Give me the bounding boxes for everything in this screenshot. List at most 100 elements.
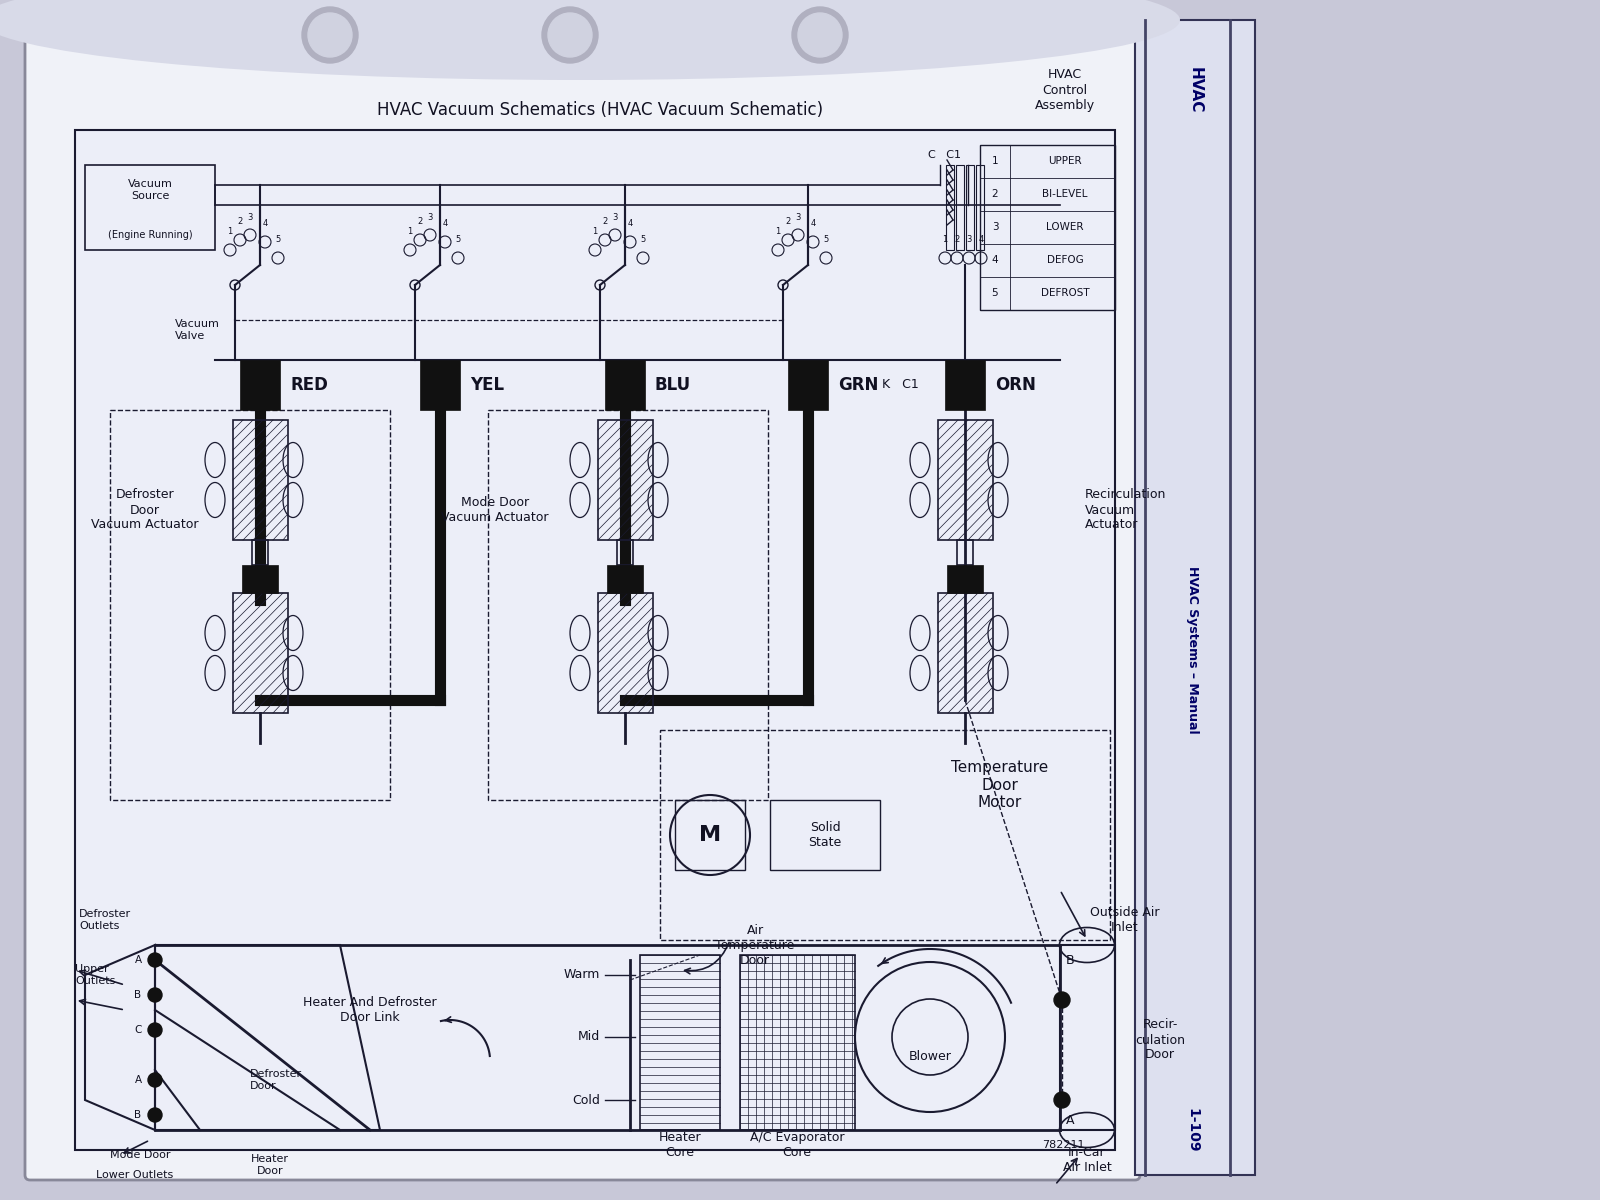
Text: 4: 4	[810, 220, 816, 228]
Text: B: B	[134, 1110, 141, 1120]
Text: Vacuum
Source: Vacuum Source	[128, 179, 173, 200]
Text: DEFOG: DEFOG	[1046, 254, 1083, 265]
Text: Mid: Mid	[578, 1031, 600, 1044]
Text: B: B	[1066, 954, 1074, 966]
Bar	[938, 593, 994, 713]
Bar	[957, 540, 973, 565]
Text: 5: 5	[456, 235, 461, 245]
Text: 3: 3	[992, 222, 998, 232]
Bar	[979, 145, 1010, 310]
Text: Mode Door
Vacuum Actuator: Mode Door Vacuum Actuator	[442, 496, 549, 524]
Bar	[946, 164, 954, 250]
Bar	[640, 955, 720, 1130]
Bar	[75, 130, 1115, 1150]
Bar	[234, 420, 288, 540]
Text: YEL: YEL	[470, 376, 504, 394]
Circle shape	[302, 7, 358, 62]
Bar	[605, 360, 645, 410]
Text: 1: 1	[992, 156, 998, 166]
Text: RED: RED	[290, 376, 328, 394]
Text: Lower Outlets: Lower Outlets	[96, 1170, 174, 1180]
Circle shape	[147, 1022, 162, 1037]
Text: Outside Air
Inlet: Outside Air Inlet	[1090, 906, 1160, 934]
Bar	[675, 800, 746, 870]
Text: DEFROST: DEFROST	[1040, 288, 1090, 298]
Text: Defroster
Door
Vacuum Actuator: Defroster Door Vacuum Actuator	[91, 488, 198, 532]
Text: Defroster
Outlets: Defroster Outlets	[78, 910, 131, 931]
Circle shape	[147, 988, 162, 1002]
Text: C: C	[134, 1025, 142, 1034]
Text: 3: 3	[427, 212, 432, 222]
Text: 782211: 782211	[1043, 1140, 1085, 1150]
Text: 4: 4	[992, 254, 998, 265]
Text: UPPER: UPPER	[1048, 156, 1082, 166]
Text: 1-109: 1-109	[1186, 1108, 1198, 1152]
Text: 1: 1	[227, 228, 232, 236]
Circle shape	[1054, 992, 1070, 1008]
Text: 2: 2	[418, 217, 422, 227]
Text: HVAC Vacuum Schematics (HVAC Vacuum Schematic): HVAC Vacuum Schematics (HVAC Vacuum Sche…	[378, 101, 822, 119]
Bar	[947, 565, 982, 593]
Bar	[966, 164, 974, 250]
Text: (Engine Running): (Engine Running)	[107, 230, 192, 240]
Text: C   C1: C C1	[928, 150, 962, 160]
Text: 4: 4	[262, 220, 267, 228]
Text: 2: 2	[602, 217, 608, 227]
Text: Heater
Core: Heater Core	[659, 1130, 701, 1159]
Circle shape	[1054, 1092, 1070, 1108]
Circle shape	[547, 13, 592, 56]
Bar	[661, 730, 1110, 940]
Circle shape	[798, 13, 842, 56]
Text: A: A	[134, 1075, 141, 1085]
Text: GRN: GRN	[838, 376, 878, 394]
Bar	[598, 593, 653, 713]
Bar	[770, 800, 880, 870]
Text: 2: 2	[992, 188, 998, 199]
Text: A: A	[1066, 1114, 1074, 1127]
Text: Mode Door: Mode Door	[110, 1150, 171, 1160]
Text: 1: 1	[776, 228, 781, 236]
Bar	[85, 164, 214, 250]
Bar	[979, 145, 1115, 310]
Text: 2: 2	[786, 217, 790, 227]
Bar	[1059, 946, 1115, 1130]
Bar	[242, 565, 278, 593]
Text: M: M	[699, 826, 722, 845]
Text: 5: 5	[275, 235, 280, 245]
Text: BLU: BLU	[654, 376, 691, 394]
Text: HVAC: HVAC	[1187, 67, 1203, 113]
Text: Vacuum
Valve: Vacuum Valve	[174, 319, 219, 341]
Text: Air
Temperature
Door: Air Temperature Door	[715, 924, 795, 966]
Bar	[976, 164, 984, 250]
Text: 2: 2	[954, 235, 960, 245]
Text: A: A	[134, 955, 141, 965]
Text: Upper
Outlets: Upper Outlets	[75, 965, 115, 986]
Text: 3: 3	[613, 212, 618, 222]
Text: 1: 1	[408, 228, 413, 236]
Text: 2: 2	[237, 217, 243, 227]
Ellipse shape	[0, 0, 1181, 80]
Bar	[938, 420, 994, 540]
Text: B: B	[134, 990, 141, 1000]
FancyBboxPatch shape	[26, 14, 1139, 1180]
Text: 5: 5	[824, 235, 829, 245]
Text: LOWER: LOWER	[1046, 222, 1083, 232]
Text: 5: 5	[640, 235, 646, 245]
Bar	[234, 593, 288, 713]
Text: K   C1: K C1	[882, 378, 918, 391]
Bar	[606, 565, 643, 593]
Bar	[957, 164, 963, 250]
Bar	[598, 420, 653, 540]
Text: 5: 5	[992, 288, 998, 298]
Text: Warm: Warm	[563, 968, 600, 982]
Text: Solid
State: Solid State	[808, 821, 842, 850]
Text: A/C Evaporator
Core: A/C Evaporator Core	[750, 1130, 845, 1159]
Text: Temperature
Door
Motor: Temperature Door Motor	[952, 760, 1048, 810]
Circle shape	[792, 7, 848, 62]
Bar	[618, 540, 634, 565]
Text: 3: 3	[248, 212, 253, 222]
Text: In-Car
Air Inlet: In-Car Air Inlet	[1062, 1146, 1112, 1174]
Bar	[739, 955, 854, 1130]
Text: Defroster
Door: Defroster Door	[250, 1069, 302, 1091]
Circle shape	[542, 7, 598, 62]
